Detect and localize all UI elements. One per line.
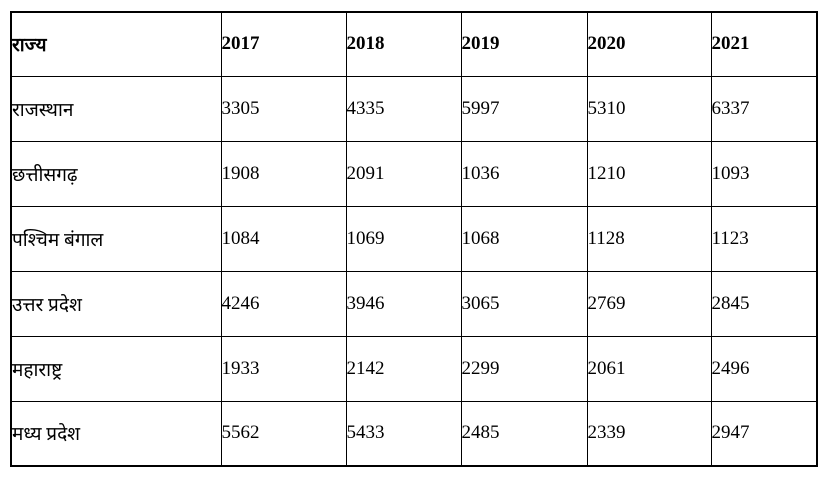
state-cell: मध्य प्रदेश xyxy=(10,400,222,467)
header-year-2018: 2018 xyxy=(345,11,462,77)
value-cell: 1084 xyxy=(220,205,347,272)
value-cell: 2091 xyxy=(345,140,462,207)
header-year-2020: 2020 xyxy=(586,11,712,77)
value-cell: 2845 xyxy=(710,270,818,337)
value-cell: 1128 xyxy=(586,205,712,272)
value-cell: 3065 xyxy=(460,270,588,337)
table-row: पश्चिम बंगाल 1084 1069 1068 1128 1123 xyxy=(10,205,818,272)
value-cell: 1068 xyxy=(460,205,588,272)
table-row: महाराष्ट्र 1933 2142 2299 2061 2496 xyxy=(10,335,818,402)
value-cell: 2485 xyxy=(460,400,588,467)
table-header-row: राज्य 2017 2018 2019 2020 2021 xyxy=(10,11,818,77)
header-year-2019: 2019 xyxy=(460,11,588,77)
value-cell: 5562 xyxy=(220,400,347,467)
header-state-label: राज्य xyxy=(10,11,222,77)
value-cell: 5310 xyxy=(586,75,712,142)
header-year-2017: 2017 xyxy=(220,11,347,77)
state-cell: पश्चिम बंगाल xyxy=(10,205,222,272)
table-row: छत्तीसगढ़ 1908 2091 1036 1210 1093 xyxy=(10,140,818,207)
table-row: राजस्थान 3305 4335 5997 5310 6337 xyxy=(10,75,818,142)
value-cell: 3305 xyxy=(220,75,347,142)
value-cell: 1069 xyxy=(345,205,462,272)
value-cell: 6337 xyxy=(710,75,818,142)
value-cell: 1123 xyxy=(710,205,818,272)
value-cell: 4335 xyxy=(345,75,462,142)
state-cell: राजस्थान xyxy=(10,75,222,142)
value-cell: 1908 xyxy=(220,140,347,207)
value-cell: 2496 xyxy=(710,335,818,402)
value-cell: 5433 xyxy=(345,400,462,467)
header-year-2021: 2021 xyxy=(710,11,818,77)
value-cell: 2769 xyxy=(586,270,712,337)
value-cell: 3946 xyxy=(345,270,462,337)
value-cell: 2299 xyxy=(460,335,588,402)
value-cell: 2061 xyxy=(586,335,712,402)
value-cell: 1036 xyxy=(460,140,588,207)
table-row: मध्य प्रदेश 5562 5433 2485 2339 2947 xyxy=(10,400,818,467)
value-cell: 2339 xyxy=(586,400,712,467)
table-row: उत्तर प्रदेश 4246 3946 3065 2769 2845 xyxy=(10,270,818,337)
value-cell: 1210 xyxy=(586,140,712,207)
value-cell: 1933 xyxy=(220,335,347,402)
state-cell: छत्तीसगढ़ xyxy=(10,140,222,207)
value-cell: 2947 xyxy=(710,400,818,467)
state-cell: उत्तर प्रदेश xyxy=(10,270,222,337)
value-cell: 1093 xyxy=(710,140,818,207)
data-table: राज्य 2017 2018 2019 2020 2021 राजस्थान … xyxy=(10,11,818,467)
value-cell: 4246 xyxy=(220,270,347,337)
value-cell: 2142 xyxy=(345,335,462,402)
value-cell: 5997 xyxy=(460,75,588,142)
state-cell: महाराष्ट्र xyxy=(10,335,222,402)
